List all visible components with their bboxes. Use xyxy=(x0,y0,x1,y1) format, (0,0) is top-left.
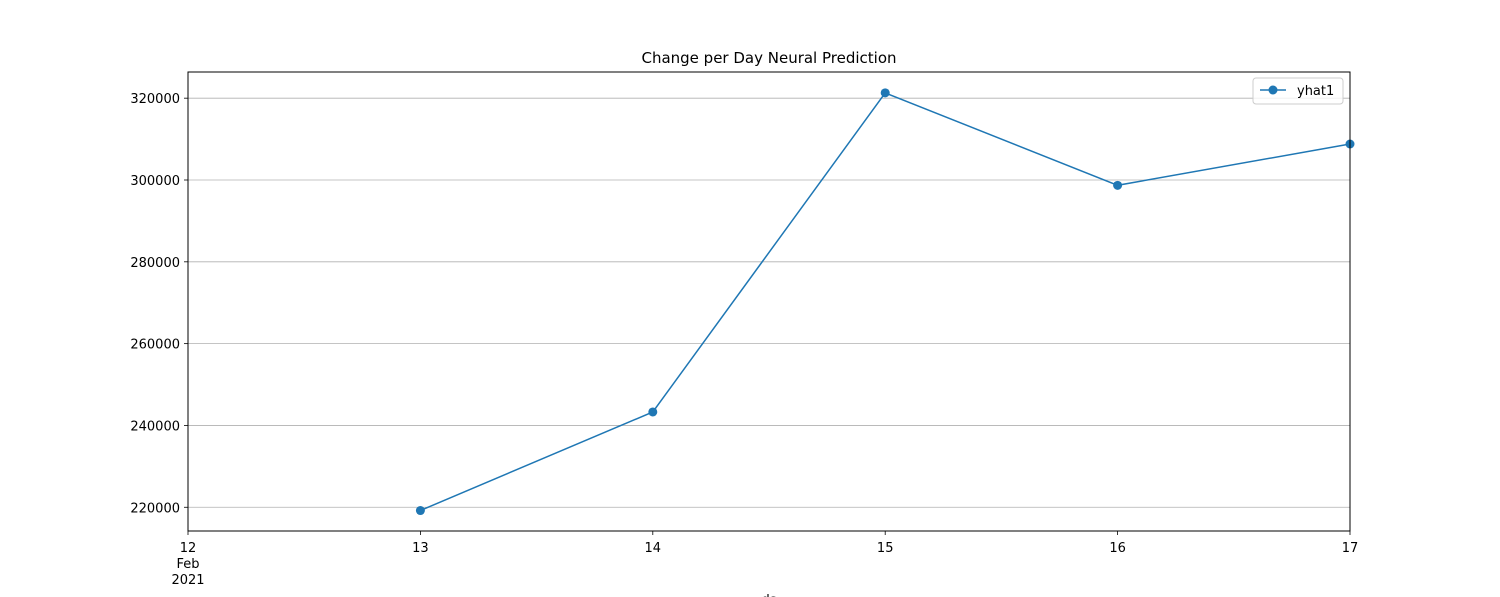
x-tick-label: 17 xyxy=(1342,541,1359,556)
y-tick-label: 240000 xyxy=(130,419,180,434)
legend: yhat1 xyxy=(1252,77,1344,105)
data-point xyxy=(880,88,890,98)
y-tick-label: 260000 xyxy=(130,338,180,353)
x-tick-sublabel: Feb xyxy=(176,557,199,572)
y-tick-label: 220000 xyxy=(130,501,180,516)
y-tick-label: 320000 xyxy=(130,92,180,107)
x-tick-sublabel: 2021 xyxy=(171,573,204,588)
legend-marker-sample xyxy=(1268,85,1278,95)
data-point xyxy=(1113,180,1123,190)
x-tick-label: 13 xyxy=(412,541,429,556)
legend-box xyxy=(1252,77,1344,105)
gridlines xyxy=(188,97,1350,508)
chart-title: Change per Day Neural Prediction xyxy=(641,49,896,67)
y-axis: 220000 240000 260000 280000 300000 320000 xyxy=(130,92,188,516)
x-tick-label: 16 xyxy=(1109,541,1126,556)
data-point xyxy=(415,506,425,516)
x-tick-label: 15 xyxy=(877,541,894,556)
x-axis-label: ds xyxy=(761,593,776,597)
y-tick-label: 300000 xyxy=(130,174,180,189)
data-point xyxy=(648,407,658,417)
plot-frame xyxy=(187,71,1351,532)
series-layer xyxy=(415,88,1355,516)
legend-label: yhat1 xyxy=(1297,84,1334,99)
x-tick-label: 14 xyxy=(645,541,662,556)
x-tick-label: 12 xyxy=(180,541,197,556)
y-tick-label: 280000 xyxy=(130,256,180,271)
